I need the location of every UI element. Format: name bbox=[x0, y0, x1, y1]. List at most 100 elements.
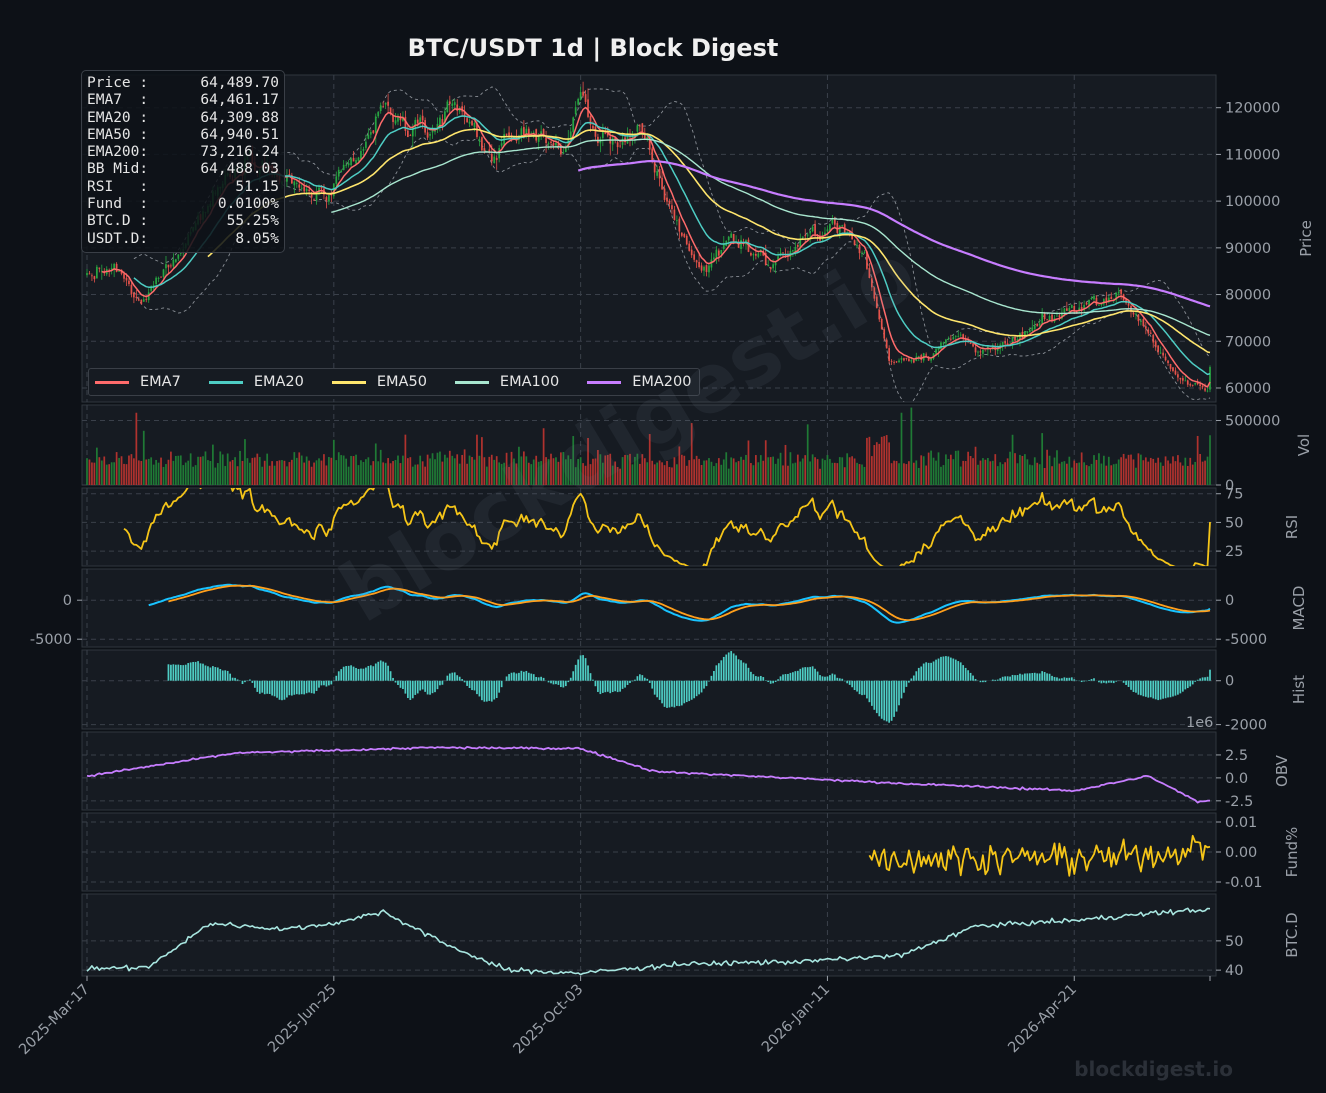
xtick-label: 2025-Mar-17 bbox=[16, 982, 93, 1059]
volume-bar bbox=[873, 445, 876, 485]
info-value: 55.25% bbox=[226, 213, 279, 230]
info-row: RSI : 51.15 bbox=[87, 179, 279, 196]
candle-body bbox=[298, 184, 301, 188]
hist-bar bbox=[266, 680, 269, 694]
hist-bar bbox=[500, 680, 503, 688]
volume-bar bbox=[562, 451, 565, 485]
hist-bar bbox=[392, 677, 394, 681]
hist-bar bbox=[293, 680, 296, 695]
hist-bar bbox=[861, 680, 863, 696]
legend-label: EMA50 bbox=[376, 374, 427, 390]
hist-bar bbox=[1177, 680, 1179, 695]
volume-bar bbox=[824, 460, 826, 485]
candle-body bbox=[300, 187, 303, 189]
hist-bar bbox=[594, 680, 597, 687]
candle-body bbox=[893, 362, 895, 363]
hist-bar bbox=[900, 680, 903, 699]
volume-bar bbox=[1063, 461, 1066, 485]
obv-line bbox=[86, 746, 1211, 804]
candle-body bbox=[1011, 336, 1014, 346]
volume-bar bbox=[910, 407, 913, 485]
hist-bar bbox=[357, 668, 360, 681]
volume-bar bbox=[414, 464, 417, 485]
volume-bar bbox=[216, 463, 219, 485]
hist-bar bbox=[244, 680, 246, 683]
candle-body bbox=[108, 269, 111, 271]
hist-bar bbox=[1127, 680, 1130, 687]
candle-body bbox=[792, 250, 794, 252]
volume-bar bbox=[1157, 457, 1160, 485]
obv-ytick-label: 0.0 bbox=[1225, 771, 1248, 787]
candle-body bbox=[587, 99, 589, 117]
ema20-line bbox=[133, 115, 1211, 376]
candle-body bbox=[466, 118, 468, 123]
volume-bar bbox=[303, 462, 306, 485]
volume-bar bbox=[977, 464, 979, 485]
hist-bar bbox=[453, 672, 456, 681]
volume-bar bbox=[759, 455, 762, 485]
volume-bar bbox=[212, 444, 214, 485]
hist-bar bbox=[404, 680, 407, 694]
volume-bar bbox=[547, 459, 550, 485]
candle-body bbox=[737, 241, 740, 248]
candle-body bbox=[838, 225, 841, 235]
volume-bar bbox=[626, 455, 629, 485]
candle-body bbox=[155, 277, 157, 284]
volume-bar bbox=[569, 459, 572, 485]
hist-bar bbox=[883, 680, 886, 721]
volume-bar bbox=[752, 465, 755, 485]
volume-bar bbox=[1083, 462, 1085, 485]
candle-body bbox=[925, 354, 928, 356]
hist-bar bbox=[833, 674, 836, 681]
hist-bar bbox=[1088, 679, 1090, 681]
volume-bar bbox=[989, 461, 992, 485]
info-label: EMA200: bbox=[87, 144, 149, 161]
candle-body bbox=[1080, 306, 1083, 311]
hist-bar bbox=[735, 655, 737, 681]
hist-bar bbox=[1167, 680, 1169, 698]
volume-bar bbox=[532, 459, 535, 485]
candle-body bbox=[1070, 305, 1073, 309]
hist-bar bbox=[1209, 669, 1211, 681]
volume-bar bbox=[1120, 457, 1123, 485]
candle-body bbox=[690, 249, 693, 256]
candle-body bbox=[510, 135, 513, 136]
candle-body bbox=[579, 92, 582, 101]
legend-item: EMA200 bbox=[587, 374, 691, 390]
candle-body bbox=[295, 183, 298, 184]
volume-bar bbox=[572, 436, 575, 485]
volume-bar bbox=[898, 463, 900, 485]
hist-bar bbox=[540, 676, 542, 681]
hist-bar bbox=[952, 658, 955, 681]
panel-macd-bg bbox=[81, 568, 1217, 648]
volume-bar bbox=[165, 464, 167, 485]
legend-label: EMA20 bbox=[253, 374, 304, 390]
ema7-line bbox=[101, 106, 1211, 388]
hist-bar bbox=[646, 678, 649, 681]
volume-bar bbox=[730, 457, 733, 485]
candle-body bbox=[1137, 314, 1140, 322]
candle-body bbox=[717, 250, 720, 256]
candle-body bbox=[799, 238, 802, 248]
candle-body bbox=[1184, 380, 1187, 382]
volume-bar bbox=[757, 462, 760, 485]
candle-body bbox=[342, 164, 345, 171]
volume-bar bbox=[1169, 463, 1172, 485]
hist-bar bbox=[957, 661, 960, 681]
info-row: EMA50 : 64,940.51 bbox=[87, 127, 279, 144]
candle-body bbox=[908, 358, 910, 362]
hist-bar bbox=[1051, 675, 1053, 681]
hist-bar bbox=[737, 659, 740, 681]
candle-body bbox=[564, 147, 567, 153]
volume-bar bbox=[503, 462, 505, 485]
hist-bar bbox=[1073, 679, 1076, 681]
hist-bar bbox=[471, 680, 473, 691]
volume-bar bbox=[678, 446, 681, 485]
candle-body bbox=[328, 194, 330, 202]
hist-bar bbox=[1024, 673, 1026, 681]
candle-body bbox=[490, 153, 493, 162]
hist-bar bbox=[715, 665, 718, 681]
volume-bar bbox=[295, 457, 298, 485]
candle-body bbox=[937, 347, 940, 350]
info-label: BB Mid: bbox=[87, 161, 149, 178]
